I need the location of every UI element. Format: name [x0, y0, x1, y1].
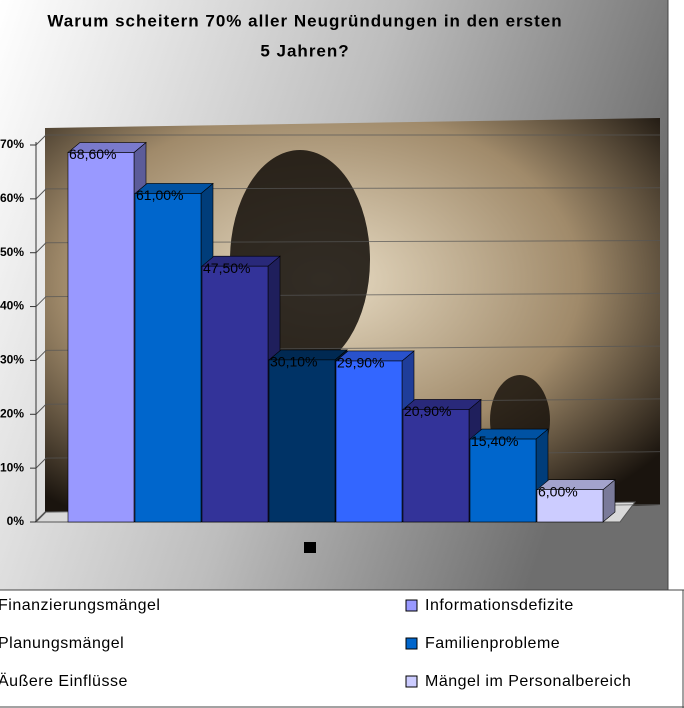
value-label: 20,90% [404, 403, 451, 419]
value-label: 68,60% [69, 146, 116, 162]
bar [403, 409, 469, 522]
legend-label: Äußere Einflüsse [0, 672, 128, 690]
y-tick-label: 0% [7, 514, 25, 528]
value-label: 6,00% [538, 483, 578, 499]
chart-title: 5 Jahren? [260, 41, 349, 60]
bar [135, 193, 201, 522]
value-label: 30,10% [270, 354, 317, 370]
chart: Warum scheitern 70% aller Neugründungen … [0, 0, 684, 708]
value-label: 61,00% [136, 187, 183, 203]
y-tick-label: 20% [0, 406, 24, 420]
legend-label: Finanzierungsmängel [0, 597, 160, 614]
legend-swatch [406, 600, 417, 611]
y-tick-label: 30% [0, 353, 24, 367]
bar [470, 439, 536, 522]
value-label: 47,50% [203, 260, 250, 276]
legend-label: Mängel im Personalbereich [425, 673, 631, 690]
bar [68, 153, 134, 522]
legend-swatch [406, 676, 417, 687]
legend-label: Familienprobleme [425, 635, 560, 652]
category-marker [304, 542, 316, 553]
value-label: 29,90% [337, 355, 384, 371]
y-tick-label: 50% [0, 245, 24, 259]
chart-title: Warum scheitern 70% aller Neugründungen … [47, 11, 562, 30]
bar [202, 266, 268, 522]
legend-swatch [406, 638, 417, 649]
legend-label: Planungsmängel [0, 635, 124, 652]
bar [269, 360, 335, 522]
bar [336, 361, 402, 522]
y-tick-label: 10% [0, 460, 24, 474]
value-label: 15,40% [471, 433, 518, 449]
y-tick-label: 60% [0, 191, 24, 205]
y-tick-label: 70% [0, 137, 24, 151]
y-tick-label: 40% [0, 299, 24, 313]
legend-label: Informationsdefizite [425, 597, 574, 614]
